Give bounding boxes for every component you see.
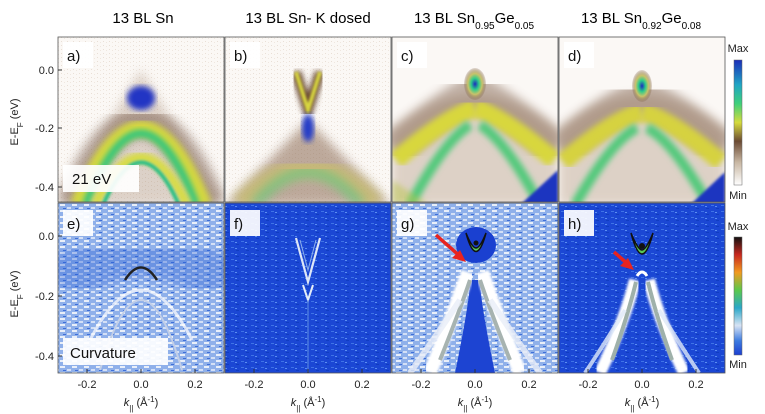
x-tick-label: -0.2 [579,379,598,391]
x-axis-label: k|| (Å-1) [625,395,660,413]
x-tick-label: -0.2 [245,379,264,391]
y-axis-label-top: E-EF (eV) [9,98,25,145]
x-tick-label: 0.2 [688,379,703,391]
colorbar-top-min: Min [729,190,747,202]
x-axis-label: k|| (Å-1) [458,395,493,413]
svg-text:f): f) [234,216,243,233]
x-tick-label: -0.2 [412,379,431,391]
panel-label-a: a) [63,42,93,68]
arrow-h-head [620,258,634,270]
title-col-3: 13 BL Sn0.95Ge0.05 [414,10,535,32]
svg-text:d): d) [568,48,581,65]
panel-label-b: b) [230,42,260,68]
x-tick-label: 0.0 [300,379,315,391]
panel-label-h: h) [564,210,594,236]
panel-labels: a) b) c) d) e) f) g) h) [63,42,594,236]
x-tick-label: 0.2 [354,379,369,391]
y-tick-bottom-1: 0.0 [39,231,54,243]
y-tick-bottom-2: -0.2 [35,291,54,303]
y-ticks-top: 0.0 -0.2 -0.4 [35,65,62,194]
x-tick-label: 0.2 [187,379,202,391]
colorbar-bottom: Max Min [728,221,749,371]
y-tick-top-2: -0.2 [35,123,54,135]
x-axis-labels: k|| (Å-1) k|| (Å-1) k|| (Å-1) k|| (Å-1) [124,395,660,413]
y-axis-label-bottom: E-EF (eV) [9,270,25,317]
y-ticks-bottom: 0.0 -0.2 -0.4 [35,231,62,363]
curvature-tag: Curvature [63,338,168,365]
svg-text:a): a) [67,48,80,65]
x-axis-label: k|| (Å-1) [124,395,159,413]
svg-text:b): b) [234,48,247,65]
colorbar-top-max: Max [728,43,749,55]
x-tick-label: 0.0 [133,379,148,391]
x-tick-label: 0.2 [521,379,536,391]
panel-label-e: e) [63,210,93,236]
x-tick-label: 0.0 [634,379,649,391]
svg-text:c): c) [401,48,414,65]
svg-text:g): g) [401,216,414,233]
y-tick-bottom-3: -0.4 [35,351,54,363]
colorbar-bottom-max: Max [728,221,749,233]
x-ticks: -0.2 0.0 0.2 -0.2 0.0 0.2 -0.2 0.0 0.2 -0.2 0.0 0.2 [78,369,704,391]
panel-label-g: g) [397,210,427,236]
x-tick-label: 0.0 [467,379,482,391]
title-col-4: 13 BL Sn0.92Ge0.08 [581,10,702,32]
arrow-g-head [452,250,466,262]
colorbar-bottom-min: Min [729,359,747,371]
panel-label-d: d) [564,42,594,68]
title-col-1: 13 BL Sn [112,10,173,27]
panel-label-f: f) [230,210,260,236]
y-tick-top-1: 0.0 [39,65,54,77]
curvature-label: Curvature [70,345,136,362]
panel-b [224,36,392,203]
panel-g [391,202,559,374]
y-tick-top-3: -0.4 [35,182,54,194]
svg-text:e): e) [67,216,80,233]
photon-energy-label: 21 eV [72,171,111,188]
photon-energy-tag: 21 eV [63,165,139,192]
title-col-2: 13 BL Sn- K dosed [245,10,370,27]
panel-d [558,36,726,203]
colorbar-top: Max Min [728,43,749,202]
panel-label-c: c) [397,42,427,68]
svg-text:h): h) [568,216,581,233]
x-axis-label: k|| (Å-1) [291,395,326,413]
x-tick-label: -0.2 [78,379,97,391]
